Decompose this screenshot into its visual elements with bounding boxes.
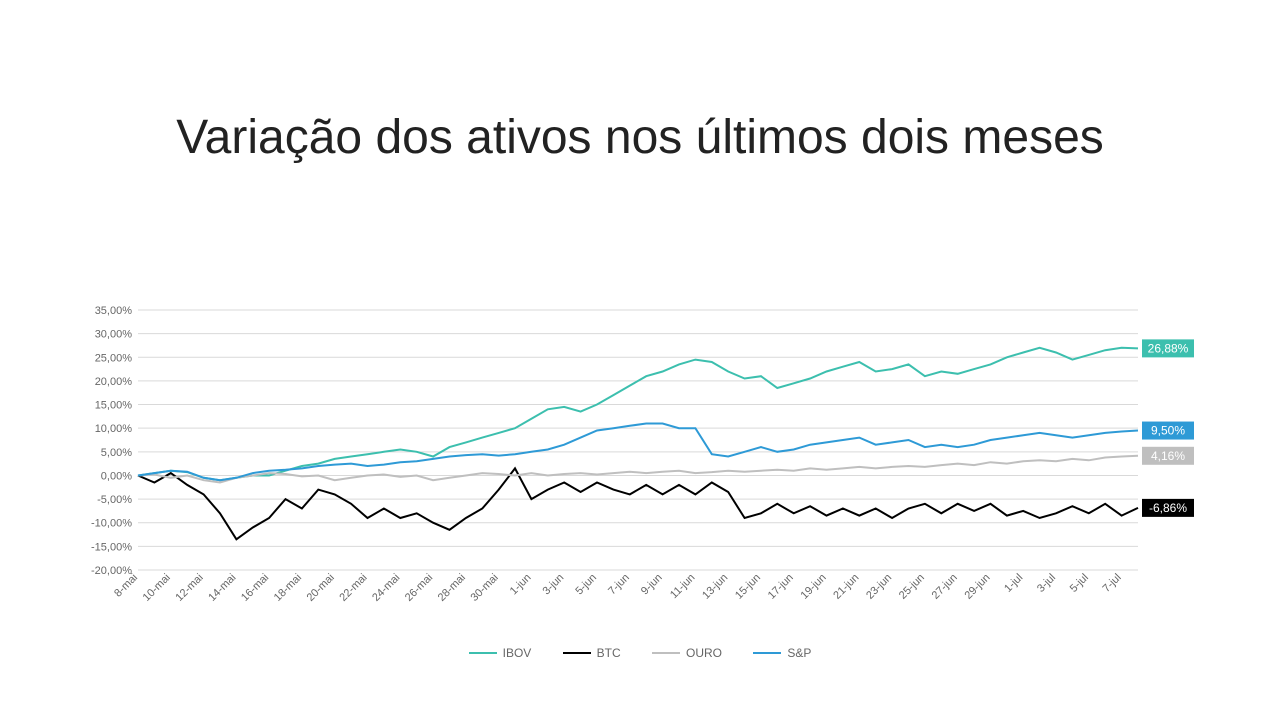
x-tick-label: 17-jun — [766, 572, 796, 602]
y-tick-label: 15,00% — [95, 400, 133, 412]
y-tick-label: -5,00% — [97, 494, 132, 506]
y-tick-label: 10,00% — [95, 423, 133, 435]
legend-swatch-sp — [753, 652, 781, 654]
legend-label-ouro: OURO — [686, 646, 722, 660]
legend-item-ibov: IBOV — [469, 646, 532, 660]
page: Variação dos ativos nos últimos dois mes… — [0, 0, 1280, 720]
y-tick-label: 25,00% — [95, 352, 133, 364]
x-tick-label: 26-mai — [403, 572, 435, 604]
x-tick-label: 15-jun — [733, 572, 763, 602]
y-tick-label: 20,00% — [95, 376, 133, 388]
legend-swatch-btc — [563, 652, 591, 654]
y-tick-label: -15,00% — [91, 541, 132, 553]
legend-label-btc: BTC — [597, 646, 621, 660]
x-tick-label: 19-jun — [799, 572, 829, 602]
chart-container: -20,00% -15,00% -10,00% -5,00% 0,00% 5,00% 10,… — [80, 300, 1200, 660]
x-tick-label: 7-jun — [606, 572, 632, 598]
x-tick-label: 7-jul — [1101, 572, 1124, 595]
x-tick-label: 9-jun — [639, 572, 665, 598]
legend: IBOV BTC OURO S&P — [80, 643, 1200, 660]
legend-label-sp: S&P — [787, 646, 811, 660]
x-tick-label: 29-jun — [962, 572, 992, 602]
y-tick-label: 5,00% — [101, 447, 132, 459]
y-tick-label: 0,00% — [101, 470, 132, 482]
legend-label-ibov: IBOV — [503, 646, 532, 660]
legend-swatch-ibov — [469, 652, 497, 654]
legend-item-sp: S&P — [753, 646, 811, 660]
x-tick-label: 3-jul — [1035, 572, 1058, 595]
x-tick-label: 5-jun — [573, 572, 599, 598]
y-tick-label: 35,00% — [95, 305, 133, 317]
x-tick-label: 27-jun — [930, 572, 960, 602]
x-tick-label: 23-jun — [864, 572, 894, 602]
end-label-text-ibov: 26,88% — [1148, 342, 1189, 356]
y-tick-label: 30,00% — [95, 329, 133, 341]
x-tick-label: 5-jul — [1068, 572, 1091, 595]
legend-swatch-ouro — [652, 652, 680, 654]
y-tick-label: -20,00% — [91, 565, 132, 577]
x-tick-label: 14-mai — [206, 572, 238, 604]
x-tick-label: 22-mai — [337, 572, 369, 604]
x-tick-label: 3-jun — [541, 572, 567, 598]
x-tick-label: 11-jun — [668, 572, 698, 602]
chart-title: Variação dos ativos nos últimos dois mes… — [0, 110, 1280, 165]
series-line-ibov — [138, 348, 1138, 480]
end-label-text-ouro: 4,16% — [1151, 449, 1185, 463]
x-tick-label: 28-mai — [436, 572, 468, 604]
legend-item-ouro: OURO — [652, 646, 722, 660]
y-tick-label: -10,00% — [91, 518, 132, 530]
end-label-text-sp: 9,50% — [1151, 424, 1185, 438]
x-tick-label: 18-mai — [272, 572, 304, 604]
x-tick-label: 25-jun — [897, 572, 927, 602]
x-tick-label: 1-jul — [1002, 572, 1025, 595]
line-chart: -20,00% -15,00% -10,00% -5,00% 0,00% 5,00% 10,… — [80, 300, 1200, 630]
x-tick-label: 16-mai — [239, 572, 271, 604]
end-label-text-btc: -6,86% — [1149, 501, 1187, 515]
x-tick-label: 10-mai — [141, 572, 173, 604]
x-tick-label: 21-jun — [831, 572, 861, 602]
x-tick-label: 1-jun — [508, 572, 534, 598]
x-tick-label: 13-jun — [700, 572, 730, 602]
x-tick-label: 30-mai — [469, 572, 501, 604]
x-tick-label: 24-mai — [370, 572, 402, 604]
legend-item-btc: BTC — [563, 646, 621, 660]
x-tick-label: 20-mai — [305, 572, 337, 604]
x-tick-label: 12-mai — [173, 572, 205, 604]
series-line-btc — [138, 468, 1138, 539]
